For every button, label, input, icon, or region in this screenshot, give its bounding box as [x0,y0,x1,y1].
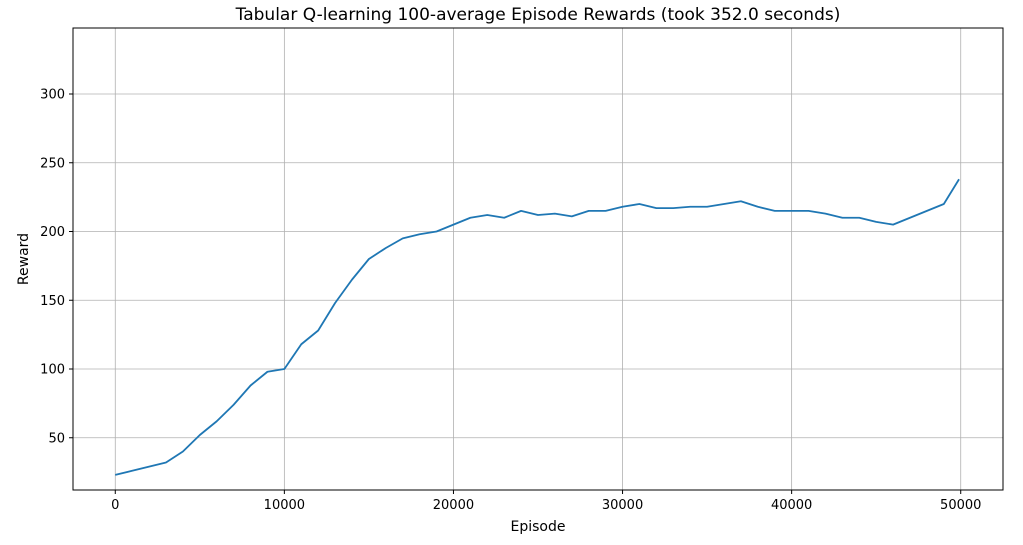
x-tick-label: 30000 [602,498,643,513]
y-tick-label: 100 [40,363,65,378]
x-tick-label: 10000 [264,498,305,513]
x-tick-label: 50000 [940,498,981,513]
grid-lines [73,28,1003,490]
y-tick-label: 250 [40,156,65,171]
series-line [115,178,960,476]
y-tick-label: 200 [40,225,65,240]
x-axis-label: Episode [511,519,566,535]
y-axis-label: Reward [16,233,32,285]
axis-ticks: 0 10000 20000 30000 40000 50000 50 100 150 200 250… [40,88,981,514]
series-layer [115,178,960,476]
plot-frame [72,27,1004,491]
chart-title: Tabular Q-learning 100-average Episode R… [235,5,841,25]
y-tick-label: 150 [40,294,65,309]
x-tick-label: 40000 [771,498,812,513]
y-tick-label: 50 [48,431,65,446]
y-tick-label: 300 [40,88,65,103]
x-tick-label: 20000 [433,498,474,513]
x-tick-label: 0 [111,498,119,513]
